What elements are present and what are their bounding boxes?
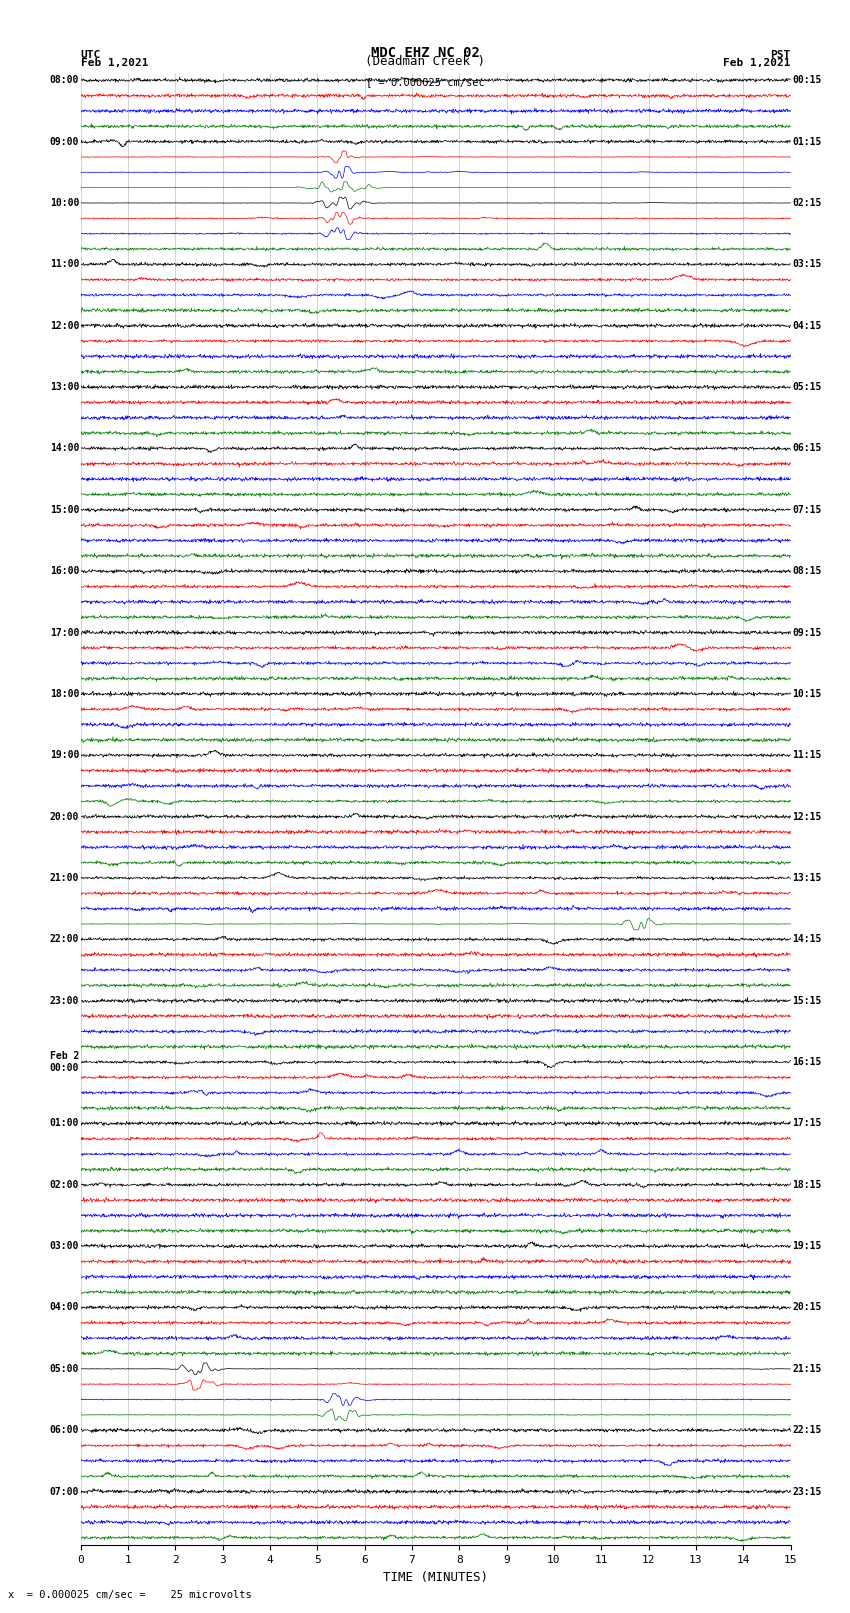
Text: 11:15: 11:15	[792, 750, 822, 760]
Text: [ = 0.000025 cm/sec: [ = 0.000025 cm/sec	[366, 77, 484, 87]
Text: x  = 0.000025 cm/sec =    25 microvolts: x = 0.000025 cm/sec = 25 microvolts	[8, 1590, 252, 1600]
Text: 03:15: 03:15	[792, 260, 822, 269]
Text: 18:00: 18:00	[49, 689, 79, 698]
Text: 09:15: 09:15	[792, 627, 822, 637]
Text: 00:15: 00:15	[792, 76, 822, 85]
Text: 20:00: 20:00	[49, 811, 79, 821]
Text: MDC EHZ NC 02: MDC EHZ NC 02	[371, 45, 479, 60]
Text: 11:00: 11:00	[49, 260, 79, 269]
Text: 21:15: 21:15	[792, 1365, 822, 1374]
Text: 16:00: 16:00	[49, 566, 79, 576]
Text: 04:15: 04:15	[792, 321, 822, 331]
Text: 08:15: 08:15	[792, 566, 822, 576]
Text: 17:15: 17:15	[792, 1118, 822, 1129]
Text: 23:15: 23:15	[792, 1487, 822, 1497]
Text: 21:00: 21:00	[49, 873, 79, 882]
Text: 18:15: 18:15	[792, 1179, 822, 1190]
Text: 23:00: 23:00	[49, 995, 79, 1005]
Text: 12:15: 12:15	[792, 811, 822, 821]
Text: 02:15: 02:15	[792, 198, 822, 208]
Text: 01:00: 01:00	[49, 1118, 79, 1129]
Text: 16:15: 16:15	[792, 1057, 822, 1068]
Text: 09:00: 09:00	[49, 137, 79, 147]
Text: PST: PST	[770, 50, 790, 60]
Text: 05:15: 05:15	[792, 382, 822, 392]
Text: 06:15: 06:15	[792, 444, 822, 453]
X-axis label: TIME (MINUTES): TIME (MINUTES)	[383, 1571, 488, 1584]
Text: 13:00: 13:00	[49, 382, 79, 392]
Text: 17:00: 17:00	[49, 627, 79, 637]
Text: 15:00: 15:00	[49, 505, 79, 515]
Text: 12:00: 12:00	[49, 321, 79, 331]
Text: Feb 1,2021: Feb 1,2021	[723, 58, 791, 68]
Text: 14:15: 14:15	[792, 934, 822, 944]
Text: 06:00: 06:00	[49, 1426, 79, 1436]
Text: 01:15: 01:15	[792, 137, 822, 147]
Text: Feb 1,2021: Feb 1,2021	[81, 58, 148, 68]
Text: 20:15: 20:15	[792, 1302, 822, 1313]
Text: 07:15: 07:15	[792, 505, 822, 515]
Text: 02:00: 02:00	[49, 1179, 79, 1190]
Text: (Deadman Creek ): (Deadman Creek )	[365, 55, 485, 68]
Text: 07:00: 07:00	[49, 1487, 79, 1497]
Text: 08:00: 08:00	[49, 76, 79, 85]
Text: 22:00: 22:00	[49, 934, 79, 944]
Text: 03:00: 03:00	[49, 1240, 79, 1252]
Text: 05:00: 05:00	[49, 1365, 79, 1374]
Text: UTC: UTC	[81, 50, 101, 60]
Text: 15:15: 15:15	[792, 995, 822, 1005]
Text: 04:00: 04:00	[49, 1302, 79, 1313]
Text: 22:15: 22:15	[792, 1426, 822, 1436]
Text: 10:00: 10:00	[49, 198, 79, 208]
Text: 10:15: 10:15	[792, 689, 822, 698]
Text: 14:00: 14:00	[49, 444, 79, 453]
Text: Feb 2
00:00: Feb 2 00:00	[49, 1052, 79, 1073]
Text: 19:00: 19:00	[49, 750, 79, 760]
Text: 13:15: 13:15	[792, 873, 822, 882]
Text: 19:15: 19:15	[792, 1240, 822, 1252]
